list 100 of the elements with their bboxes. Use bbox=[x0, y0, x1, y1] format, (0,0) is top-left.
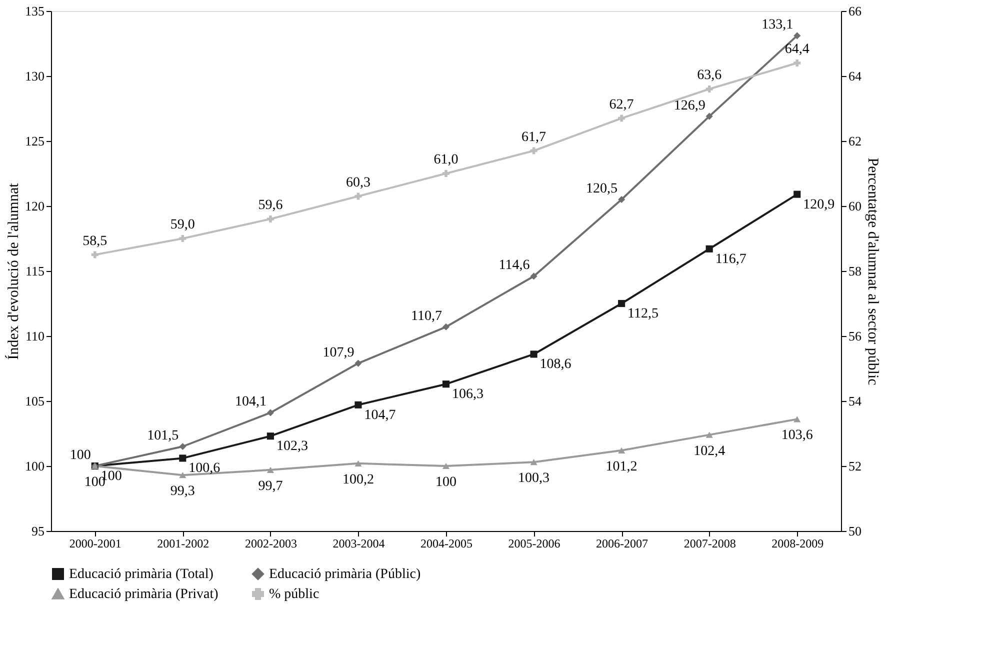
point bbox=[794, 59, 801, 67]
y-tick-label: 120 bbox=[25, 198, 44, 214]
point bbox=[706, 432, 713, 438]
point bbox=[794, 190, 801, 198]
point bbox=[530, 459, 538, 466]
data-label: 110,7 bbox=[411, 308, 442, 324]
data-label: 108,6 bbox=[540, 357, 572, 372]
data-label: 59,0 bbox=[170, 218, 195, 232]
x-tick-label: 2001-2002 bbox=[157, 536, 210, 550]
data-label: 61,7 bbox=[522, 130, 546, 145]
data-label: 107,9 bbox=[322, 345, 354, 360]
point bbox=[618, 300, 626, 308]
data-label: 100,2 bbox=[342, 472, 374, 488]
point bbox=[354, 192, 362, 200]
point bbox=[442, 323, 450, 330]
data-label: 64,4 bbox=[784, 42, 810, 57]
data-label: 126,9 bbox=[674, 98, 706, 114]
data-label: 104,7 bbox=[364, 408, 396, 423]
data-label: 100,6 bbox=[188, 461, 220, 476]
point bbox=[91, 251, 98, 258]
data-label: 63,6 bbox=[697, 68, 722, 83]
point bbox=[706, 245, 713, 252]
point bbox=[530, 272, 538, 280]
point bbox=[442, 462, 450, 470]
y-tick-label: 105 bbox=[25, 394, 44, 408]
point bbox=[179, 472, 186, 478]
data-label: 99,3 bbox=[170, 484, 195, 500]
data-label: 61,0 bbox=[434, 152, 458, 168]
y2-tick-label: 66 bbox=[848, 4, 862, 18]
point bbox=[179, 234, 186, 242]
y2-tick-label: 64 bbox=[848, 68, 862, 84]
x-tick-label: 2006-2007 bbox=[596, 536, 648, 550]
data-label: 120,9 bbox=[803, 197, 835, 212]
x-tick-label: 2000-2001 bbox=[69, 536, 122, 550]
data-label: 114,6 bbox=[498, 258, 530, 274]
point bbox=[266, 215, 274, 223]
data-label: 101,5 bbox=[147, 428, 179, 444]
legend-label: Educació primària (Privat) bbox=[69, 587, 219, 602]
data-label: 58,5 bbox=[82, 234, 108, 249]
point bbox=[442, 380, 450, 388]
point bbox=[618, 447, 626, 454]
point bbox=[354, 460, 362, 466]
data-label: 102,3 bbox=[276, 439, 308, 454]
point bbox=[530, 350, 538, 358]
data-label: 103,6 bbox=[781, 428, 813, 444]
data-label: 62,7 bbox=[609, 97, 634, 112]
data-label: 106,3 bbox=[452, 387, 484, 402]
data-label: 133,1 bbox=[762, 18, 794, 33]
point bbox=[266, 409, 274, 416]
y-tick-label: 130 bbox=[25, 68, 44, 84]
y2-tick-label: 62 bbox=[848, 134, 862, 148]
data-label: 100,3 bbox=[518, 471, 550, 486]
point bbox=[618, 114, 626, 122]
data-label: 102,4 bbox=[694, 444, 726, 459]
point bbox=[794, 416, 801, 422]
x-tick-label: 2008-2009 bbox=[772, 536, 824, 550]
point bbox=[442, 170, 450, 178]
y2-tick-label: 58 bbox=[848, 264, 862, 278]
x-tick-label: 2007-2008 bbox=[684, 536, 736, 550]
legend-label: % públic bbox=[269, 587, 320, 602]
legend-label: Educació primària (Total) bbox=[69, 567, 214, 582]
y-tick-label: 95 bbox=[32, 524, 44, 538]
point bbox=[706, 85, 713, 93]
legend-label: Educació primària (Públic) bbox=[269, 567, 421, 582]
data-label: 112,5 bbox=[628, 306, 659, 322]
y-tick-label: 125 bbox=[25, 134, 44, 148]
y-axis-title: Índex d'evolució de l'alumnat bbox=[5, 182, 22, 360]
point bbox=[706, 112, 713, 120]
y2-tick-label: 56 bbox=[848, 328, 862, 344]
y-tick-label: 135 bbox=[25, 4, 44, 18]
y2-axis-title: Percentatge d'alumnat al sector públic bbox=[864, 158, 880, 386]
data-label: 104,1 bbox=[234, 394, 266, 410]
point bbox=[179, 442, 186, 450]
point bbox=[179, 454, 186, 462]
data-label: 60,3 bbox=[346, 175, 370, 190]
point bbox=[266, 466, 274, 473]
data-label: 100 bbox=[70, 448, 91, 463]
x-tick-label: 2003-2004 bbox=[332, 536, 385, 550]
data-label: 100 bbox=[436, 475, 456, 490]
y-tick-label: 100 bbox=[25, 458, 44, 474]
point bbox=[354, 360, 362, 367]
y2-tick-label: 50 bbox=[848, 524, 862, 538]
y-tick-label: 110 bbox=[25, 328, 44, 344]
point bbox=[530, 147, 538, 154]
data-label: 116,7 bbox=[715, 252, 746, 267]
point bbox=[618, 196, 626, 204]
x-tick-label: 2002-2003 bbox=[244, 536, 297, 550]
point bbox=[794, 32, 801, 40]
y-tick-label: 115 bbox=[25, 264, 44, 278]
point bbox=[354, 401, 362, 408]
data-label: 101,2 bbox=[606, 459, 638, 474]
y2-tick-label: 60 bbox=[848, 198, 862, 214]
point bbox=[266, 432, 274, 440]
x-tick-label: 2005-2006 bbox=[508, 536, 560, 550]
data-label: 59,6 bbox=[258, 198, 283, 213]
y2-tick-label: 54 bbox=[848, 394, 862, 408]
y2-tick-label: 52 bbox=[848, 458, 862, 474]
data-label: 120,5 bbox=[586, 182, 618, 196]
data-label: 99,7 bbox=[258, 478, 283, 494]
x-tick-label: 2004-2005 bbox=[420, 536, 472, 550]
